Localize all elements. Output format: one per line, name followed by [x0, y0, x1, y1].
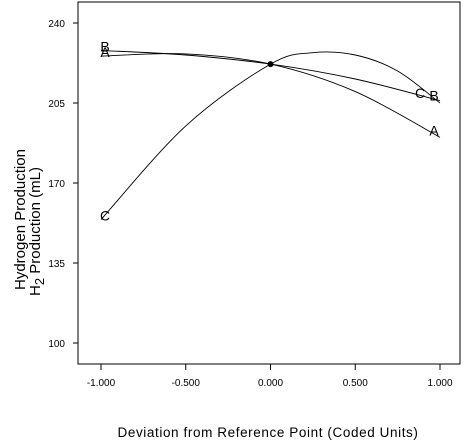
curve-end-label: B	[429, 88, 438, 104]
y-axis-label-subscript: 2	[32, 278, 47, 285]
curve-start-label: B	[100, 38, 109, 54]
x-tick-label: -0.500	[172, 378, 201, 389]
y-tick-label: 240	[48, 19, 65, 30]
y-axis-label-suffix: Production (mL)	[27, 167, 44, 278]
y-tick-label: 100	[48, 339, 65, 350]
curve-b	[100, 49, 441, 102]
curve-start-label: A	[100, 44, 110, 60]
y-axis-ticks: 100 135 170 205 240	[48, 19, 78, 350]
y-tick-label: 205	[48, 99, 65, 110]
x-tick-label: -1.000	[87, 378, 116, 389]
x-tick-label: 0.000	[258, 378, 283, 389]
y-axis-label-line1: Hydrogen Production	[12, 149, 29, 290]
x-tick-label: 1.000	[427, 378, 452, 389]
curve-c	[100, 51, 441, 220]
y-tick-label: 170	[48, 179, 65, 190]
plot-frame	[77, 1, 461, 365]
curve-end-label: A	[429, 122, 439, 138]
y-axis-label-line2: H2 Production (mL)	[27, 167, 47, 296]
response-curves	[100, 49, 441, 220]
reference-point-marker	[267, 61, 274, 68]
y-tick-label: 135	[48, 259, 65, 270]
curve-start-label: C	[100, 208, 110, 224]
x-axis-label: Deviation from Reference Point (Coded Un…	[117, 425, 418, 440]
y-axis-label-prefix: H	[27, 285, 44, 296]
curve-end-label: C	[415, 85, 425, 101]
x-tick-label: 0.500	[343, 378, 368, 389]
x-axis-ticks: -1.000 -0.500 0.000 0.500 1.000	[87, 364, 453, 389]
